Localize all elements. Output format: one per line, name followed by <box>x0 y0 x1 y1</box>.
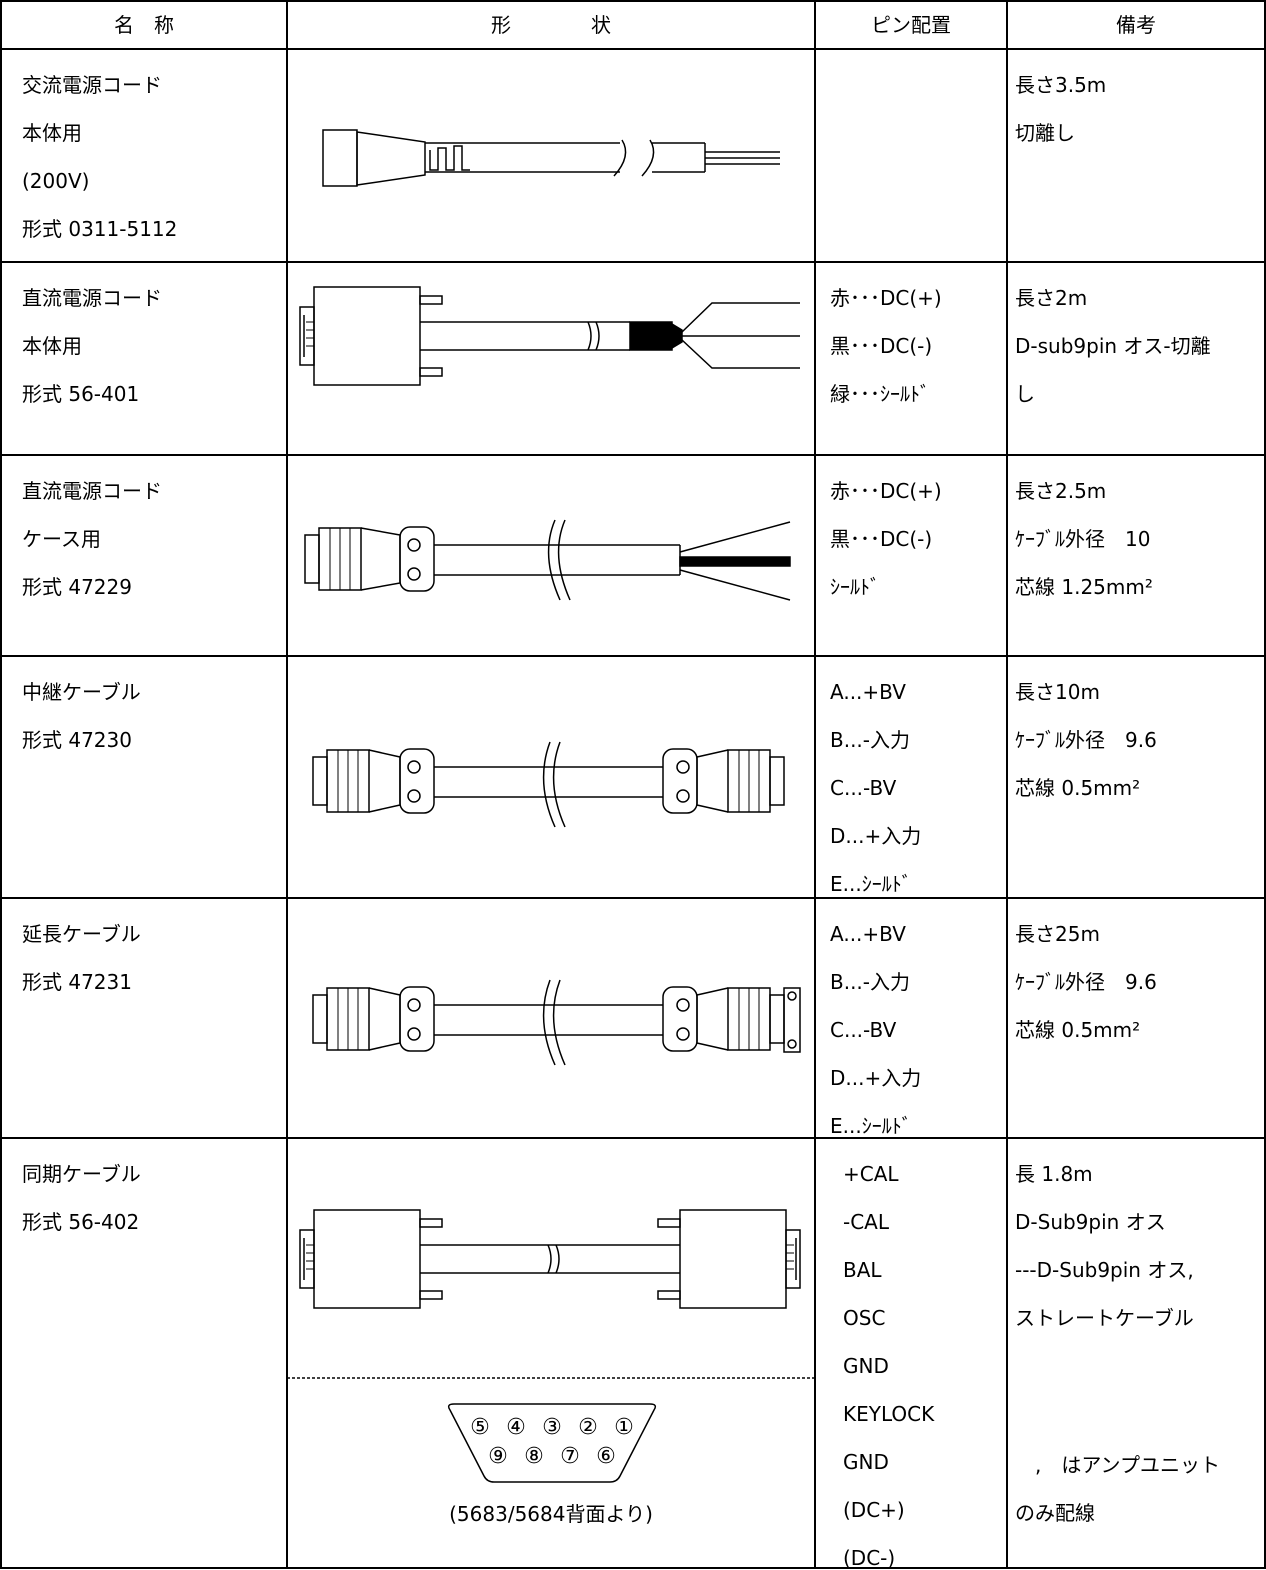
pin-assignment: KEYLOCK <box>843 1402 935 1426</box>
pin-assignment: C...-BV <box>830 1018 897 1042</box>
pin-assignment: (DC+) <box>843 1498 905 1522</box>
item-name: 直流電源コード <box>22 479 162 503</box>
item-name: 形式 47229 <box>22 575 132 599</box>
note: ---D-Sub9pin オス, <box>1015 1258 1194 1282</box>
pin-assignment: ｼｰﾙﾄﾞ <box>830 575 880 599</box>
pin-assignment: 黒･･･DC(-) <box>830 334 933 358</box>
pin-assignment: 赤･･･DC(+) <box>830 286 942 310</box>
note: , はアンプユニット <box>1015 1453 1220 1477</box>
note: し <box>1015 382 1035 406</box>
pin-number: ⑥ <box>596 1444 616 1469</box>
note: 切離し <box>1015 121 1075 145</box>
note: 長 1.8m <box>1015 1162 1093 1186</box>
pin-assignment: E...ｼｰﾙﾄﾞ <box>830 872 912 896</box>
note: ｹｰﾌﾞﾙ外径 9.6 <box>1015 728 1157 752</box>
pin-assignment: C...-BV <box>830 776 897 800</box>
header-cell: 名 称 <box>114 13 174 37</box>
item-name: 交流電源コード <box>22 73 162 97</box>
item-name: 本体用 <box>22 334 82 358</box>
pin-assignment: (DC-) <box>843 1546 896 1570</box>
item-name: 形式 0311-5112 <box>22 217 178 241</box>
note: ストレートケーブル <box>1015 1306 1194 1330</box>
header-cell: 備考 <box>1116 13 1156 37</box>
pin-assignment: OSC <box>843 1306 886 1330</box>
header-cell: 形 状 <box>491 13 611 37</box>
connector-caption: (5683/5684背面より) <box>449 1502 653 1526</box>
note: ｹｰﾌﾞﾙ外径 10 <box>1015 527 1151 551</box>
note: 芯線 0.5mm² <box>1015 776 1141 800</box>
item-name: 延長ケーブル <box>22 922 141 946</box>
pin-number: ⑧ <box>524 1444 544 1469</box>
note: 長さ25m <box>1015 922 1100 946</box>
item-name: 形式 56-401 <box>22 382 140 406</box>
pin-assignment: 黒･･･DC(-) <box>830 527 933 551</box>
item-name: 形式 47231 <box>22 970 132 994</box>
item-name: (200V) <box>22 169 90 193</box>
pin-assignment: +CAL <box>843 1162 899 1186</box>
pin-assignment: GND <box>843 1354 889 1378</box>
pin-assignment: D...+入力 <box>830 1066 922 1090</box>
pin-assignment: 緑･･･ｼｰﾙﾄﾞ <box>830 382 930 406</box>
item-name: ケース用 <box>22 527 101 551</box>
pin-assignment: GND <box>843 1450 889 1474</box>
pin-assignment: B...-入力 <box>830 728 911 752</box>
pin-number: ⑨ <box>488 1444 508 1469</box>
item-name: 同期ケーブル <box>22 1162 141 1186</box>
note: D-sub9pin オス-切離 <box>1015 334 1211 358</box>
note: ｹｰﾌﾞﾙ外径 9.6 <box>1015 970 1157 994</box>
pin-assignment: -CAL <box>843 1210 890 1234</box>
pin-assignment: E...ｼｰﾙﾄﾞ <box>830 1114 912 1138</box>
pin-number: ⑤ <box>470 1415 490 1440</box>
pin-assignment: BAL <box>843 1258 882 1282</box>
note: D-Sub9pin オス <box>1015 1210 1166 1234</box>
note: 長さ3.5m <box>1015 73 1107 97</box>
pin-assignment: A...+BV <box>830 922 906 946</box>
pin-assignment: 赤･･･DC(+) <box>830 479 942 503</box>
note: のみ配線 <box>1015 1501 1095 1525</box>
item-name: 中継ケーブル <box>22 680 141 704</box>
note: 長さ10m <box>1015 680 1100 704</box>
item-name: 形式 47230 <box>22 728 132 752</box>
pin-assignment: A...+BV <box>830 680 906 704</box>
header-cell: ピン配置 <box>871 13 951 37</box>
pin-number: ② <box>578 1415 598 1440</box>
note: 長さ2.5m <box>1015 479 1107 503</box>
item-name: 本体用 <box>22 121 82 145</box>
pin-number: ⑦ <box>560 1444 580 1469</box>
pin-number: ④ <box>506 1415 526 1440</box>
note: 芯線 0.5mm² <box>1015 1018 1141 1042</box>
note: 芯線 1.25mm² <box>1015 575 1153 599</box>
pin-number: ③ <box>542 1415 562 1440</box>
pin-assignment: D...+入力 <box>830 824 922 848</box>
pin-assignment: B...-入力 <box>830 970 911 994</box>
item-name: 直流電源コード <box>22 286 162 310</box>
note: 長さ2m <box>1015 286 1088 310</box>
item-name: 形式 56-402 <box>22 1210 140 1234</box>
pin-number: ① <box>614 1415 634 1440</box>
